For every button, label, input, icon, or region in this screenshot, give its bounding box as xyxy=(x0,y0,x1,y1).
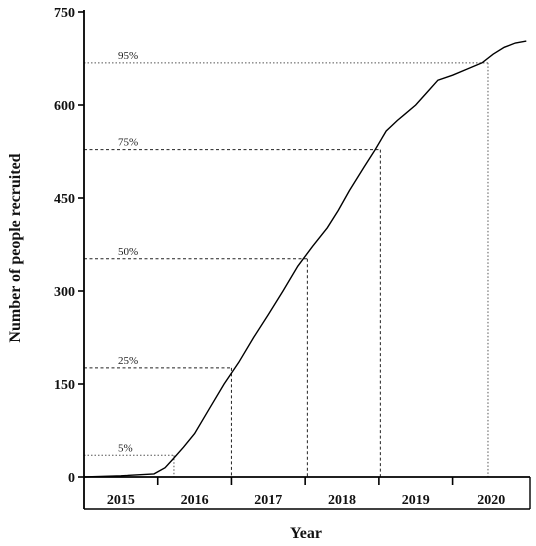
y-tick-label: 300 xyxy=(54,285,75,300)
y-tick-label: 450 xyxy=(54,192,75,207)
percentile-label: 5% xyxy=(118,442,133,454)
cumulative-recruitment-line xyxy=(83,40,527,478)
percentile-annotations: 5% 25% 50% 75% 95% xyxy=(84,50,489,477)
x-tick-label: 2017 xyxy=(254,493,282,508)
percentile-label: 25% xyxy=(118,355,138,367)
x-tick-label: 2018 xyxy=(328,493,356,508)
axes xyxy=(78,10,531,510)
x-axis-title: Year xyxy=(290,525,322,542)
y-tick-label: 150 xyxy=(54,378,75,393)
x-tick-label: 2020 xyxy=(477,493,505,508)
y-tick-labels: 0 150 300 450 600 750 xyxy=(54,6,75,486)
x-tick-label: 2019 xyxy=(402,493,430,508)
x-tick-label: 2016 xyxy=(181,493,209,508)
y-tick-label: 0 xyxy=(68,471,75,486)
percentile-label: 95% xyxy=(118,50,138,62)
percentile-label: 50% xyxy=(118,246,138,258)
x-tick-label: 2015 xyxy=(107,493,135,508)
x-tick-labels: 2015 2016 2017 2018 2019 2020 xyxy=(107,493,505,508)
percentile-label: 75% xyxy=(118,137,138,149)
y-tick-label: 750 xyxy=(54,6,75,21)
y-tick-label: 600 xyxy=(54,99,75,114)
y-axis-title: Number of people recruited xyxy=(7,153,24,342)
